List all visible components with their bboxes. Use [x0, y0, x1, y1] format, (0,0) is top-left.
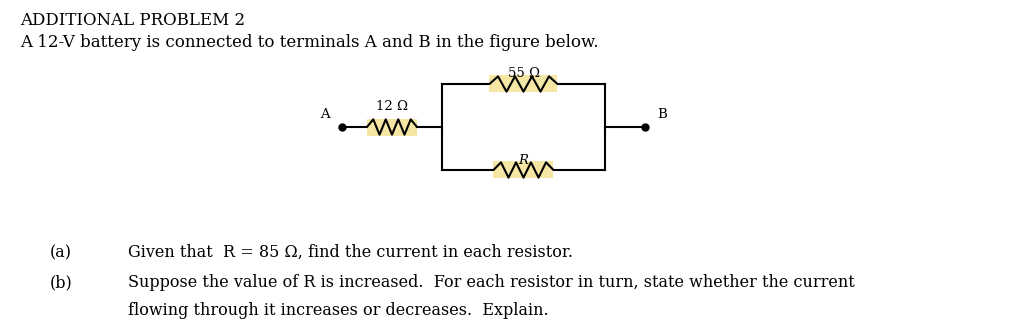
Text: 12 Ω: 12 Ω [376, 100, 408, 113]
FancyBboxPatch shape [494, 161, 554, 179]
Text: (a): (a) [50, 244, 72, 261]
FancyBboxPatch shape [489, 75, 557, 93]
Text: A: A [321, 108, 330, 121]
Text: ADDITIONAL PROBLEM 2: ADDITIONAL PROBLEM 2 [20, 12, 245, 29]
Text: Suppose the value of R is increased.  For each resistor in turn, state whether t: Suppose the value of R is increased. For… [128, 274, 855, 291]
FancyBboxPatch shape [367, 119, 417, 135]
Text: R: R [518, 154, 528, 167]
Text: 55 Ω: 55 Ω [508, 67, 540, 80]
Text: A 12-V battery is connected to terminals A and B in the figure below.: A 12-V battery is connected to terminals… [20, 34, 598, 51]
Text: B: B [657, 108, 667, 121]
Text: Given that  R = 85 Ω, find the current in each resistor.: Given that R = 85 Ω, find the current in… [128, 244, 573, 261]
Text: flowing through it increases or decreases.  Explain.: flowing through it increases or decrease… [128, 302, 549, 319]
Text: (b): (b) [50, 274, 73, 291]
